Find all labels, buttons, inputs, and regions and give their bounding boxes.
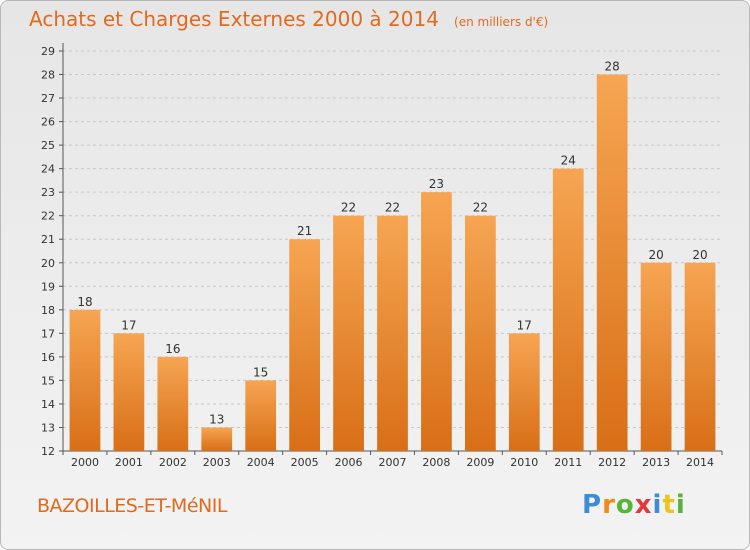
y-tick-label: 28 [41,69,55,82]
data-label: 16 [165,342,180,356]
x-tick-label: 2009 [466,456,494,469]
bar [508,333,540,451]
bar [421,192,452,452]
y-tick-label: 29 [41,45,55,58]
chart-unit: (en milliers d'€) [454,15,549,29]
chart-title: Achats et Charges Externes 2000 à 2014 (… [29,7,548,31]
bars [69,74,716,452]
x-tick-label: 2005 [291,456,319,469]
x-tick-label: 2006 [335,456,363,469]
x-tick-label: 2011 [554,456,582,469]
bar [640,262,672,451]
bar [552,168,584,451]
bar [289,239,321,451]
x-tick-label: 2013 [642,456,670,469]
data-label: 24 [561,154,576,168]
x-tick-label: 2014 [686,456,714,469]
data-label: 17 [121,318,136,332]
data-label: 15 [253,365,268,379]
x-tick-label: 2010 [510,456,538,469]
data-label: 28 [605,60,620,74]
data-label: 17 [517,318,532,332]
bar [684,262,716,451]
bar [69,309,101,451]
bar [333,215,364,451]
data-label: 21 [297,224,312,238]
x-tick-label: 2002 [159,456,187,469]
data-label: 18 [77,295,92,309]
y-tick-label: 25 [41,139,55,152]
y-tick-label: 26 [41,116,55,129]
x-tick-label: 2003 [203,456,231,469]
y-tick-label: 24 [41,163,55,176]
bar [201,427,233,451]
y-tick-label: 13 [41,421,55,434]
y-tick-label: 21 [41,233,55,246]
labels: 12 13 14 15 16 17 18 19 20 21 22 23 24 25 26 27 28 29 18 20… [41,45,714,469]
y-tick-label: 20 [41,257,55,270]
x-tick-label: 2008 [422,456,450,469]
data-label: 13 [209,412,224,426]
x-tick-label: 2012 [598,456,626,469]
commune-name: BAZOILLES-ET-MéNIL [37,495,227,517]
bar [377,215,408,451]
chart-title-text: Achats et Charges Externes 2000 à 2014 [29,7,439,31]
bar [157,356,189,451]
y-tick-label: 22 [41,210,55,223]
data-label: 22 [341,201,356,215]
bar [464,215,496,451]
bar [113,333,145,451]
data-label: 20 [648,248,663,262]
y-tick-label: 14 [41,398,55,411]
data-label: 20 [692,248,707,262]
x-tick-label: 2000 [71,456,99,469]
y-tick-label: 27 [41,92,55,105]
y-tick-label: 16 [41,351,55,364]
proxiti-logo: Proxiti [582,490,686,520]
y-tick-label: 18 [41,304,55,317]
y-tick-label: 23 [41,186,55,199]
x-tick-label: 2001 [115,456,143,469]
y-tick-label: 15 [41,374,55,387]
y-tick-label: 12 [41,445,55,458]
bar [245,380,277,451]
data-label: 22 [473,201,488,215]
x-tick-label: 2004 [247,456,275,469]
bar [596,74,628,451]
data-label: 23 [429,177,444,191]
y-tick-label: 19 [41,280,55,293]
y-tick-label: 17 [41,327,55,340]
data-label: 22 [385,201,400,215]
x-tick-label: 2007 [379,456,407,469]
